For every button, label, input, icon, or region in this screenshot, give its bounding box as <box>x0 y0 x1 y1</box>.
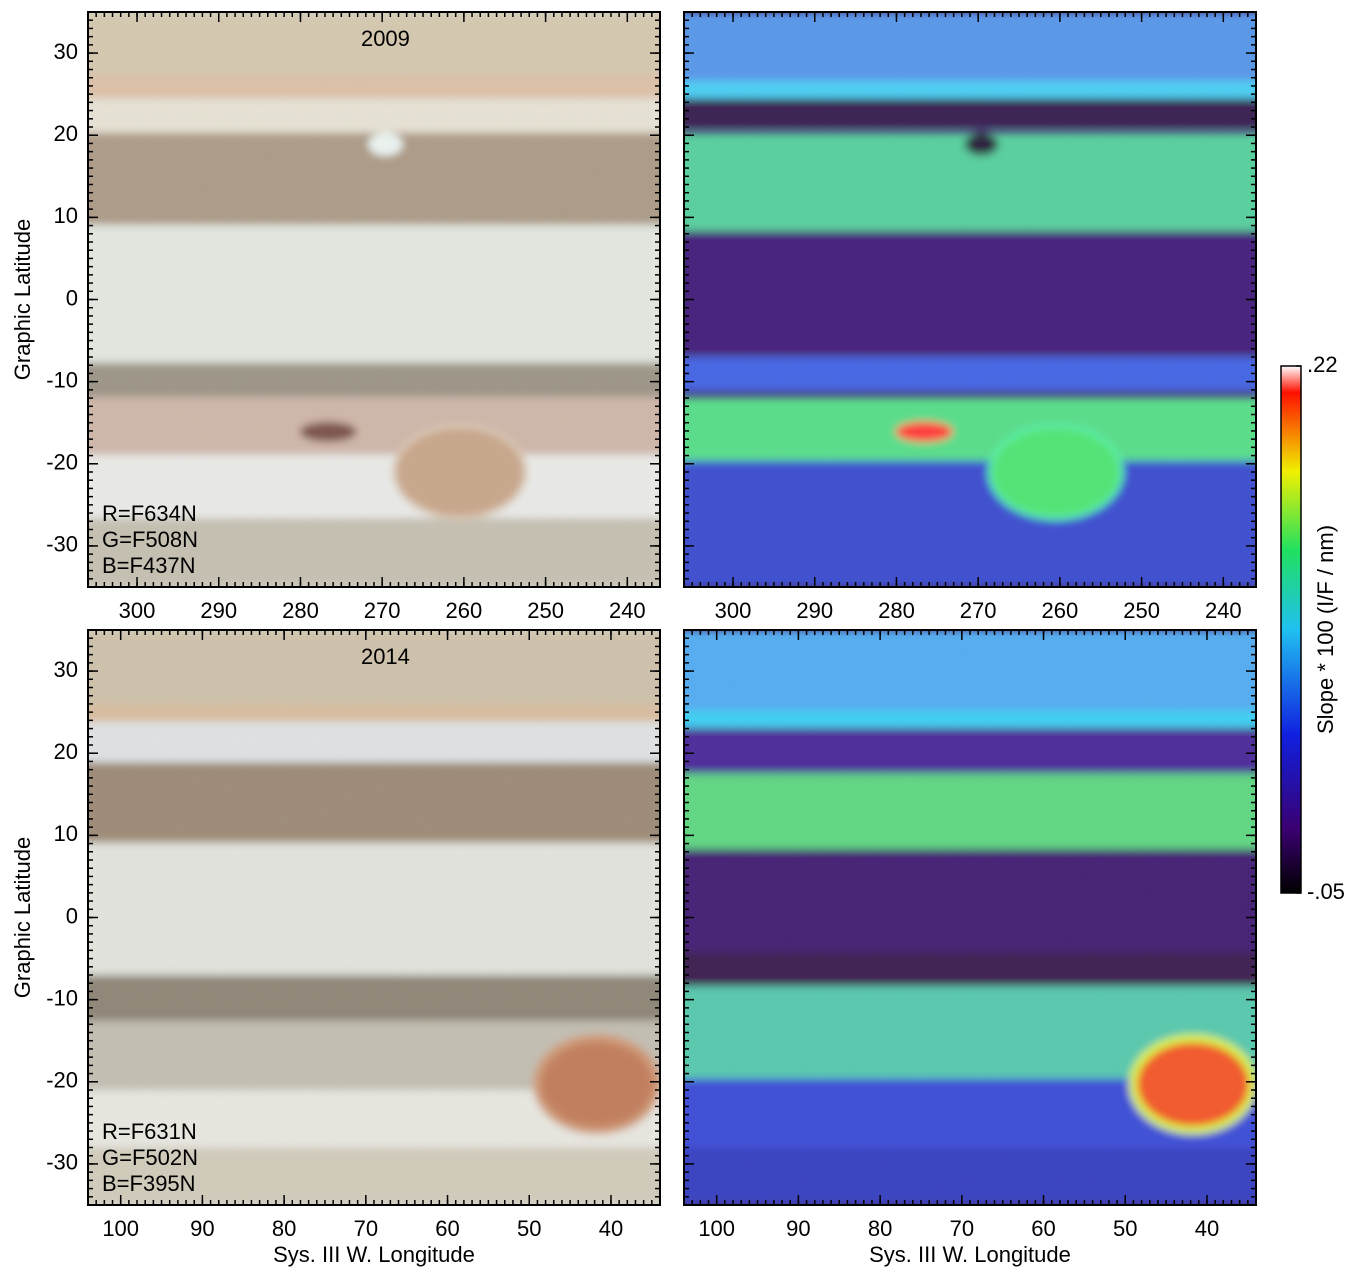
x-tick-label: 70 <box>950 1216 974 1241</box>
x-tick-label: 40 <box>1195 1216 1219 1241</box>
y-axis-label: Graphic Latitude <box>10 837 35 998</box>
y-tick-label: 10 <box>54 203 78 228</box>
x-tick-label: 60 <box>1031 1216 1055 1241</box>
x-tick-label: 280 <box>878 598 915 623</box>
x-tick-label: 250 <box>527 598 564 623</box>
x-tick-label: 100 <box>102 1216 139 1241</box>
y-tick-label: -20 <box>46 450 78 475</box>
y-tick-label: -20 <box>46 1068 78 1093</box>
colorbar <box>1281 366 1301 893</box>
filter-label: B=F395N <box>102 1171 196 1196</box>
y-tick-label: 20 <box>54 121 78 146</box>
panel-title: 2009 <box>361 26 410 51</box>
y-tick-label: -10 <box>46 367 78 392</box>
x-axis-label: Sys. III W. Longitude <box>869 1242 1071 1267</box>
x-tick-label: 300 <box>119 598 156 623</box>
colorbar-tick-label: -.05 <box>1307 879 1345 904</box>
x-tick-label: 290 <box>796 598 833 623</box>
y-axis-label: Graphic Latitude <box>10 219 35 380</box>
filter-label: R=F634N <box>102 501 197 526</box>
panel-title: 2014 <box>361 644 410 669</box>
y-tick-label: -30 <box>46 532 78 557</box>
x-tick-label: 90 <box>786 1216 810 1241</box>
x-tick-label: 240 <box>1205 598 1242 623</box>
y-tick-label: 10 <box>54 821 78 846</box>
x-tick-label: 40 <box>599 1216 623 1241</box>
x-tick-label: 270 <box>960 598 997 623</box>
grain <box>684 12 1256 587</box>
x-tick-label: 260 <box>446 598 483 623</box>
filter-label: G=F508N <box>102 527 198 552</box>
x-tick-label: 80 <box>868 1216 892 1241</box>
colorbar-label: Slope * 100 (I/F / nm) <box>1313 525 1338 734</box>
y-tick-label: 30 <box>54 39 78 64</box>
x-tick-label: 80 <box>272 1216 296 1241</box>
x-tick-label: 70 <box>354 1216 378 1241</box>
figure: 300290280270260250240-30-20-100102030200… <box>0 0 1356 1274</box>
x-tick-label: 100 <box>698 1216 735 1241</box>
y-tick-label: 0 <box>66 285 78 310</box>
y-tick-label: 30 <box>54 657 78 682</box>
filter-label: G=F502N <box>102 1145 198 1170</box>
x-tick-label: 280 <box>282 598 319 623</box>
y-tick-label: -10 <box>46 985 78 1010</box>
x-tick-label: 60 <box>435 1216 459 1241</box>
filter-label: B=F437N <box>102 553 196 578</box>
y-tick-label: 0 <box>66 903 78 928</box>
filter-label: R=F631N <box>102 1119 197 1144</box>
panel-image <box>674 630 1266 1205</box>
x-tick-label: 260 <box>1042 598 1079 623</box>
x-tick-label: 240 <box>609 598 646 623</box>
y-tick-label: -30 <box>46 1150 78 1175</box>
y-tick-label: 20 <box>54 739 78 764</box>
x-tick-label: 270 <box>364 598 401 623</box>
grain <box>684 630 1256 1205</box>
x-tick-label: 290 <box>200 598 237 623</box>
x-tick-label: 50 <box>1113 1216 1137 1241</box>
panel-image <box>674 12 1266 587</box>
x-axis-label: Sys. III W. Longitude <box>273 1242 475 1267</box>
x-tick-label: 90 <box>190 1216 214 1241</box>
x-tick-label: 250 <box>1123 598 1160 623</box>
colorbar-tick-label: .22 <box>1307 352 1338 377</box>
x-tick-label: 50 <box>517 1216 541 1241</box>
x-tick-label: 300 <box>715 598 752 623</box>
